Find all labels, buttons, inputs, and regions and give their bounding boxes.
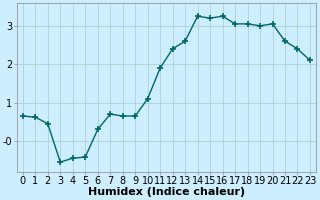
X-axis label: Humidex (Indice chaleur): Humidex (Indice chaleur) <box>88 187 245 197</box>
